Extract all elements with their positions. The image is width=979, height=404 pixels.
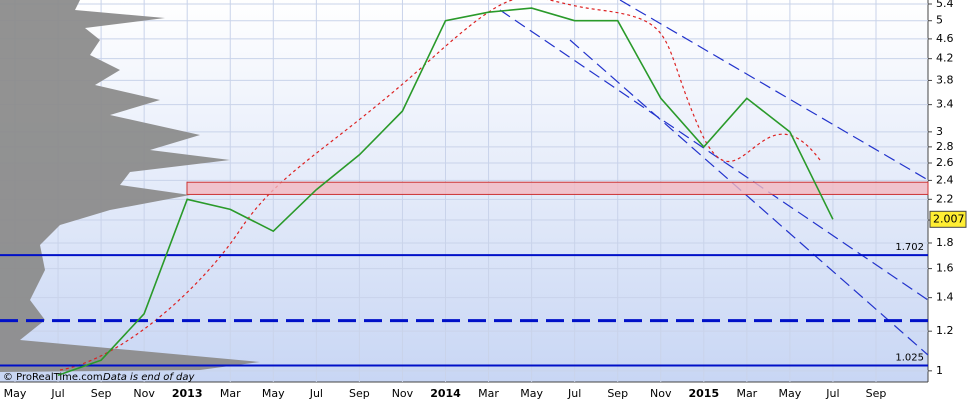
y-tick-label: 1 — [936, 364, 943, 377]
level-label: 1.025 — [895, 352, 924, 363]
plot: 11.21.41.61.822.22.42.62.833.43.84.24.65… — [0, 0, 967, 400]
y-tick-label: 1.4 — [936, 291, 954, 304]
x-axis-background — [0, 382, 979, 404]
y-tick-label: 4.2 — [936, 52, 954, 65]
x-tick-label: Nov — [392, 387, 414, 400]
note: Data is end of day — [103, 372, 196, 383]
y-tick-label: 1.2 — [936, 324, 954, 337]
x-tick-label: Mar — [478, 387, 499, 400]
y-tick-label: 2.2 — [936, 192, 954, 205]
level-label: 1.702 — [895, 242, 924, 253]
y-tick-label: 4.6 — [936, 32, 954, 45]
y-tick-label: 2.4 — [936, 173, 954, 186]
x-tick-label: 2015 — [688, 387, 719, 400]
y-tick-label: 3.8 — [936, 73, 954, 86]
y-tick-label: 3 — [936, 125, 943, 138]
grid — [0, 0, 928, 382]
last-price-box — [929, 210, 967, 228]
x-tick-label: Sep — [866, 387, 887, 400]
x-tick-label: Nov — [133, 387, 155, 400]
last-price-label: 2.007 — [933, 212, 965, 225]
x-tick-label: Mar — [736, 387, 757, 400]
moving-average — [59, 0, 821, 371]
x-tick-label: Mar — [220, 387, 241, 400]
x-tick-label: May — [262, 387, 285, 400]
x-tick-label: Sep — [91, 387, 112, 400]
x-tick-label: 2013 — [172, 387, 203, 400]
y-tick-label: 3.4 — [936, 98, 954, 111]
trend-channel — [499, 0, 929, 356]
volume-profile — [0, 0, 260, 372]
x-tick-label: Jul — [50, 387, 64, 400]
y-tick-label: 2.8 — [936, 140, 954, 153]
axis-background — [928, 0, 979, 404]
x-tick-label: Jul — [309, 387, 323, 400]
x-tick-label: 2014 — [430, 387, 461, 400]
price-line — [57, 7, 834, 376]
y-tick-label: 2.6 — [936, 156, 954, 169]
credit: © ProRealTime.com — [3, 372, 103, 383]
x-tick-label: May — [520, 387, 543, 400]
y-tick-label: 5 — [936, 14, 943, 27]
x-tick-label: Sep — [349, 387, 370, 400]
y-tick-label: 1.8 — [936, 236, 954, 249]
x-tick-label: Jul — [825, 387, 839, 400]
x-tick-label: May — [4, 387, 27, 400]
x-tick-label: May — [779, 387, 802, 400]
y-tick-label: 5.4 — [936, 0, 954, 10]
x-tick-label: Jul — [567, 387, 581, 400]
x-tick-label: Nov — [650, 387, 672, 400]
y-tick-label: 1.6 — [936, 262, 954, 275]
x-tick-label: Sep — [607, 387, 628, 400]
zone — [186, 181, 929, 195]
